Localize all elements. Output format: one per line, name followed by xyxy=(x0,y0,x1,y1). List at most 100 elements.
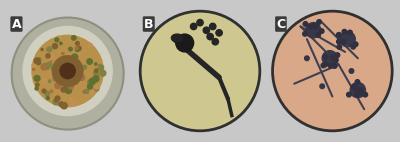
Circle shape xyxy=(352,84,356,89)
Circle shape xyxy=(53,77,57,81)
Circle shape xyxy=(66,55,70,59)
Circle shape xyxy=(38,58,41,61)
Circle shape xyxy=(46,54,50,58)
Circle shape xyxy=(55,83,60,88)
Circle shape xyxy=(41,64,47,70)
Circle shape xyxy=(306,23,321,38)
Circle shape xyxy=(82,49,84,52)
Circle shape xyxy=(35,87,38,90)
Circle shape xyxy=(88,43,92,47)
Circle shape xyxy=(212,38,218,45)
Circle shape xyxy=(61,87,66,92)
Circle shape xyxy=(70,98,75,102)
Circle shape xyxy=(74,60,78,63)
Circle shape xyxy=(75,47,78,50)
Circle shape xyxy=(36,83,39,87)
Circle shape xyxy=(320,29,324,33)
Text: C: C xyxy=(276,18,286,31)
Circle shape xyxy=(52,44,58,49)
Circle shape xyxy=(98,65,104,70)
Circle shape xyxy=(349,69,354,73)
Circle shape xyxy=(89,78,96,84)
Circle shape xyxy=(32,63,36,67)
Circle shape xyxy=(72,101,77,106)
Circle shape xyxy=(55,98,58,102)
Circle shape xyxy=(94,87,99,91)
Circle shape xyxy=(72,70,75,73)
Circle shape xyxy=(64,82,71,88)
Circle shape xyxy=(60,63,75,79)
Circle shape xyxy=(55,38,59,42)
Circle shape xyxy=(353,42,358,46)
Circle shape xyxy=(322,51,338,66)
Circle shape xyxy=(95,69,98,72)
Circle shape xyxy=(48,62,52,67)
Circle shape xyxy=(36,60,40,65)
Circle shape xyxy=(323,55,328,59)
Circle shape xyxy=(32,68,35,70)
Circle shape xyxy=(94,74,99,78)
Circle shape xyxy=(363,92,368,97)
Circle shape xyxy=(95,63,97,65)
Circle shape xyxy=(337,39,341,44)
Circle shape xyxy=(98,65,101,67)
Circle shape xyxy=(331,55,336,60)
Circle shape xyxy=(48,80,51,83)
Circle shape xyxy=(340,32,355,47)
Circle shape xyxy=(81,88,86,92)
Circle shape xyxy=(47,56,51,60)
Circle shape xyxy=(203,27,210,34)
Circle shape xyxy=(321,63,326,68)
Circle shape xyxy=(76,48,79,51)
Circle shape xyxy=(44,63,50,69)
Circle shape xyxy=(59,102,64,107)
Circle shape xyxy=(95,85,98,89)
Circle shape xyxy=(34,58,40,64)
Circle shape xyxy=(359,91,364,96)
Circle shape xyxy=(79,75,85,81)
Circle shape xyxy=(12,18,124,130)
Circle shape xyxy=(328,64,333,68)
Circle shape xyxy=(66,87,72,94)
Circle shape xyxy=(88,83,91,86)
Circle shape xyxy=(66,65,69,67)
Circle shape xyxy=(176,34,194,52)
Circle shape xyxy=(207,34,213,40)
Circle shape xyxy=(317,20,321,24)
Circle shape xyxy=(358,88,363,92)
Circle shape xyxy=(348,30,352,35)
Circle shape xyxy=(76,67,78,70)
Circle shape xyxy=(351,44,356,49)
Circle shape xyxy=(305,56,309,61)
Circle shape xyxy=(316,33,320,37)
Circle shape xyxy=(50,90,53,92)
Circle shape xyxy=(48,57,51,60)
Circle shape xyxy=(69,47,72,51)
Circle shape xyxy=(47,47,52,52)
Circle shape xyxy=(72,73,76,77)
Circle shape xyxy=(52,66,56,71)
Circle shape xyxy=(90,90,94,95)
Circle shape xyxy=(75,71,81,77)
Circle shape xyxy=(42,78,47,83)
Circle shape xyxy=(42,89,46,93)
Ellipse shape xyxy=(171,34,183,42)
Circle shape xyxy=(61,103,67,109)
Circle shape xyxy=(55,96,60,101)
Circle shape xyxy=(313,23,318,28)
Circle shape xyxy=(62,53,64,55)
Circle shape xyxy=(353,86,358,90)
Circle shape xyxy=(272,11,392,131)
Circle shape xyxy=(140,11,260,131)
Circle shape xyxy=(61,77,64,80)
Circle shape xyxy=(52,56,83,86)
Circle shape xyxy=(323,62,328,67)
Circle shape xyxy=(49,54,55,60)
Text: B: B xyxy=(144,18,154,31)
Circle shape xyxy=(309,25,313,29)
Circle shape xyxy=(335,53,340,57)
Circle shape xyxy=(87,59,92,64)
Circle shape xyxy=(55,95,57,98)
Circle shape xyxy=(342,29,347,34)
Circle shape xyxy=(46,97,49,100)
